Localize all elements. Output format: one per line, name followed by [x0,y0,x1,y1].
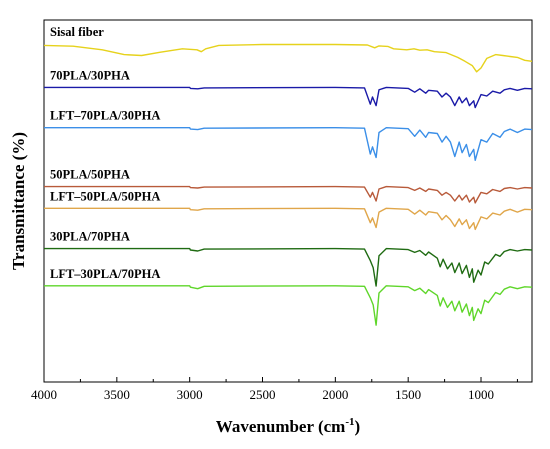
series-label-6: LFT‒30PLA/70PHA [50,267,160,281]
series-line-4 [44,207,533,231]
series-label-1: 70PLA/30PHA [50,68,130,82]
x-tick-label-6: 1000 [468,387,494,402]
series-line-5 [44,247,533,287]
x-tick-label-1: 3500 [104,387,130,402]
series-label-layer: Sisal fiber 70PLA/30PHA LFT‒70PLA/30PHA 50P… [50,25,160,281]
series-label-4: LFT‒50PLA/50PHA [50,189,160,203]
x-tick-layer: 4000 3500 3000 2500 2000 1500 1000 [31,377,518,402]
series-line-3 [44,185,533,204]
x-tick-label-5: 1500 [395,387,421,402]
series-label-5: 30PLA/70PHA [50,230,130,244]
x-tick-label-3: 2500 [250,387,276,402]
series-line-1 [44,86,533,109]
x-tick-label-2: 3000 [177,387,203,402]
series-label-2: LFT‒70PLA/30PHA [50,109,160,123]
x-axis-title: Wavenumber (cm-1) [216,416,360,436]
series-line-2 [44,127,533,161]
series-line-0 [43,43,533,73]
series-label-3: 50PLA/50PHA [50,168,130,182]
x-tick-label-0: 4000 [31,387,57,402]
plot-frame [43,19,533,383]
series-layer [43,43,533,326]
series-line-6 [44,285,533,326]
x-tick-label-4: 2000 [322,387,348,402]
series-label-0: Sisal fiber [50,25,104,39]
y-axis-title: Transmittance (%) [9,132,28,270]
